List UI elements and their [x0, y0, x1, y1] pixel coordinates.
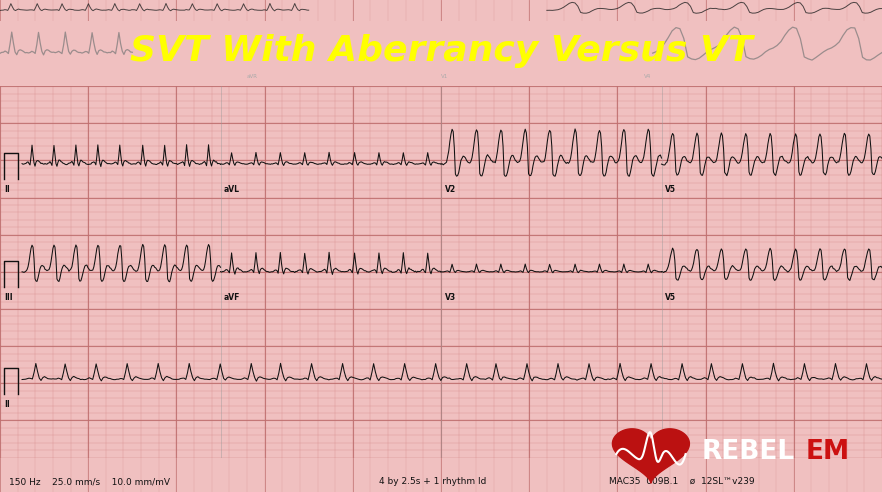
Text: V4: V4	[644, 74, 651, 80]
Text: II: II	[4, 400, 11, 409]
Text: 4 by 2.5s + 1 rhythm ld: 4 by 2.5s + 1 rhythm ld	[379, 477, 487, 486]
Text: V3: V3	[445, 293, 456, 302]
Text: V1: V1	[441, 74, 448, 80]
Text: V5: V5	[665, 293, 676, 302]
Text: V2: V2	[445, 185, 456, 194]
Text: SVT With Aberrancy Versus VT: SVT With Aberrancy Versus VT	[130, 34, 752, 68]
Text: 150 Hz    25.0 mm/s    10.0 mm/mV: 150 Hz 25.0 mm/s 10.0 mm/mV	[9, 477, 170, 486]
Polygon shape	[612, 429, 690, 483]
Text: EM: EM	[806, 439, 850, 465]
Text: aVF: aVF	[224, 293, 241, 302]
Text: aVR: aVR	[247, 74, 258, 80]
Text: III: III	[4, 293, 13, 302]
Text: V5: V5	[665, 185, 676, 194]
Text: MAC35  009B.1    ø  12SL™v239: MAC35 009B.1 ø 12SL™v239	[609, 477, 754, 486]
Text: II: II	[4, 185, 11, 194]
Text: REBEL: REBEL	[701, 439, 795, 465]
Text: aVL: aVL	[224, 185, 240, 194]
